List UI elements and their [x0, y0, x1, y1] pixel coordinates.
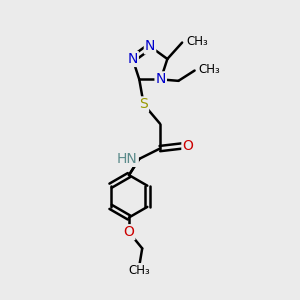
- Text: CH₃: CH₃: [198, 63, 220, 76]
- Text: N: N: [145, 39, 155, 53]
- Text: CH₃: CH₃: [128, 264, 150, 277]
- Text: O: O: [124, 225, 134, 239]
- Text: S: S: [139, 98, 148, 111]
- Text: N: N: [155, 72, 166, 86]
- Text: HN: HN: [117, 152, 138, 166]
- Text: CH₃: CH₃: [187, 34, 208, 48]
- Text: O: O: [182, 139, 193, 153]
- Text: N: N: [128, 52, 138, 66]
